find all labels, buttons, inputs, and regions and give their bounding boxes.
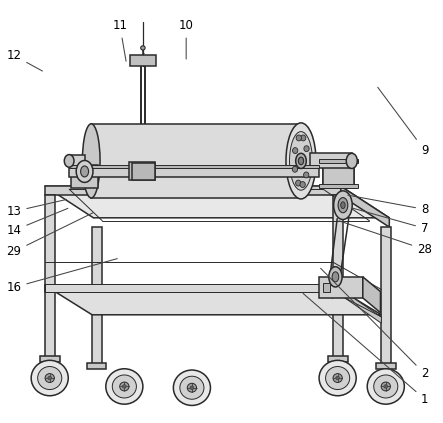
- Ellipse shape: [45, 374, 54, 382]
- Ellipse shape: [187, 383, 197, 392]
- Ellipse shape: [82, 124, 100, 198]
- Polygon shape: [363, 277, 381, 313]
- Ellipse shape: [333, 374, 342, 382]
- Ellipse shape: [332, 272, 339, 282]
- Ellipse shape: [298, 157, 303, 165]
- Ellipse shape: [180, 376, 204, 399]
- Ellipse shape: [141, 46, 145, 50]
- Text: 11: 11: [113, 19, 128, 61]
- Text: 14: 14: [7, 209, 68, 237]
- Ellipse shape: [290, 132, 312, 190]
- Polygon shape: [45, 186, 389, 218]
- Ellipse shape: [341, 202, 345, 209]
- Ellipse shape: [123, 385, 126, 388]
- Polygon shape: [69, 168, 319, 176]
- Polygon shape: [323, 161, 354, 188]
- Polygon shape: [319, 184, 358, 188]
- Ellipse shape: [295, 180, 301, 186]
- Polygon shape: [130, 55, 156, 66]
- Ellipse shape: [120, 382, 129, 391]
- Ellipse shape: [112, 375, 136, 398]
- Polygon shape: [45, 285, 381, 315]
- Ellipse shape: [296, 135, 301, 141]
- Ellipse shape: [295, 153, 306, 168]
- Polygon shape: [45, 284, 333, 291]
- Ellipse shape: [81, 166, 89, 177]
- Polygon shape: [40, 356, 60, 362]
- Ellipse shape: [346, 153, 358, 168]
- Ellipse shape: [300, 135, 306, 141]
- Text: 29: 29: [7, 213, 93, 258]
- Polygon shape: [45, 186, 341, 195]
- Ellipse shape: [304, 146, 309, 151]
- Ellipse shape: [286, 123, 316, 199]
- Polygon shape: [341, 186, 389, 227]
- Ellipse shape: [336, 376, 339, 380]
- Ellipse shape: [106, 369, 143, 404]
- Polygon shape: [45, 195, 54, 357]
- Polygon shape: [319, 159, 358, 163]
- Text: 13: 13: [7, 200, 66, 218]
- Polygon shape: [86, 363, 106, 369]
- Ellipse shape: [326, 366, 350, 390]
- Ellipse shape: [381, 382, 390, 391]
- Ellipse shape: [38, 366, 62, 390]
- Polygon shape: [129, 162, 155, 180]
- Text: 16: 16: [7, 258, 117, 294]
- Text: 8: 8: [348, 195, 428, 216]
- Text: 2: 2: [321, 268, 428, 380]
- Text: 7: 7: [352, 208, 428, 235]
- Ellipse shape: [338, 198, 348, 213]
- Polygon shape: [132, 163, 155, 180]
- Ellipse shape: [300, 181, 305, 187]
- Polygon shape: [69, 165, 319, 168]
- Polygon shape: [381, 227, 391, 364]
- Ellipse shape: [190, 386, 194, 390]
- Polygon shape: [310, 153, 352, 168]
- Ellipse shape: [367, 369, 404, 404]
- Polygon shape: [91, 124, 301, 198]
- Ellipse shape: [292, 166, 298, 172]
- Polygon shape: [333, 195, 342, 357]
- Ellipse shape: [334, 191, 352, 220]
- Ellipse shape: [374, 375, 398, 398]
- Ellipse shape: [173, 370, 210, 405]
- Polygon shape: [328, 356, 348, 362]
- Ellipse shape: [31, 360, 68, 396]
- Text: 10: 10: [179, 19, 194, 59]
- Ellipse shape: [384, 385, 388, 388]
- Polygon shape: [323, 283, 330, 291]
- Text: 28: 28: [339, 221, 432, 256]
- Polygon shape: [92, 227, 102, 364]
- Ellipse shape: [76, 160, 93, 182]
- Polygon shape: [319, 277, 363, 298]
- Ellipse shape: [292, 148, 298, 154]
- Polygon shape: [333, 284, 381, 323]
- Text: 1: 1: [303, 294, 428, 406]
- Polygon shape: [376, 363, 396, 369]
- Ellipse shape: [329, 267, 342, 287]
- Ellipse shape: [64, 154, 74, 167]
- Ellipse shape: [319, 360, 356, 396]
- Text: 9: 9: [378, 87, 428, 157]
- Polygon shape: [71, 165, 98, 188]
- Text: 12: 12: [7, 49, 43, 71]
- Polygon shape: [69, 154, 85, 167]
- Ellipse shape: [48, 376, 51, 380]
- Ellipse shape: [303, 172, 309, 178]
- Polygon shape: [45, 285, 333, 291]
